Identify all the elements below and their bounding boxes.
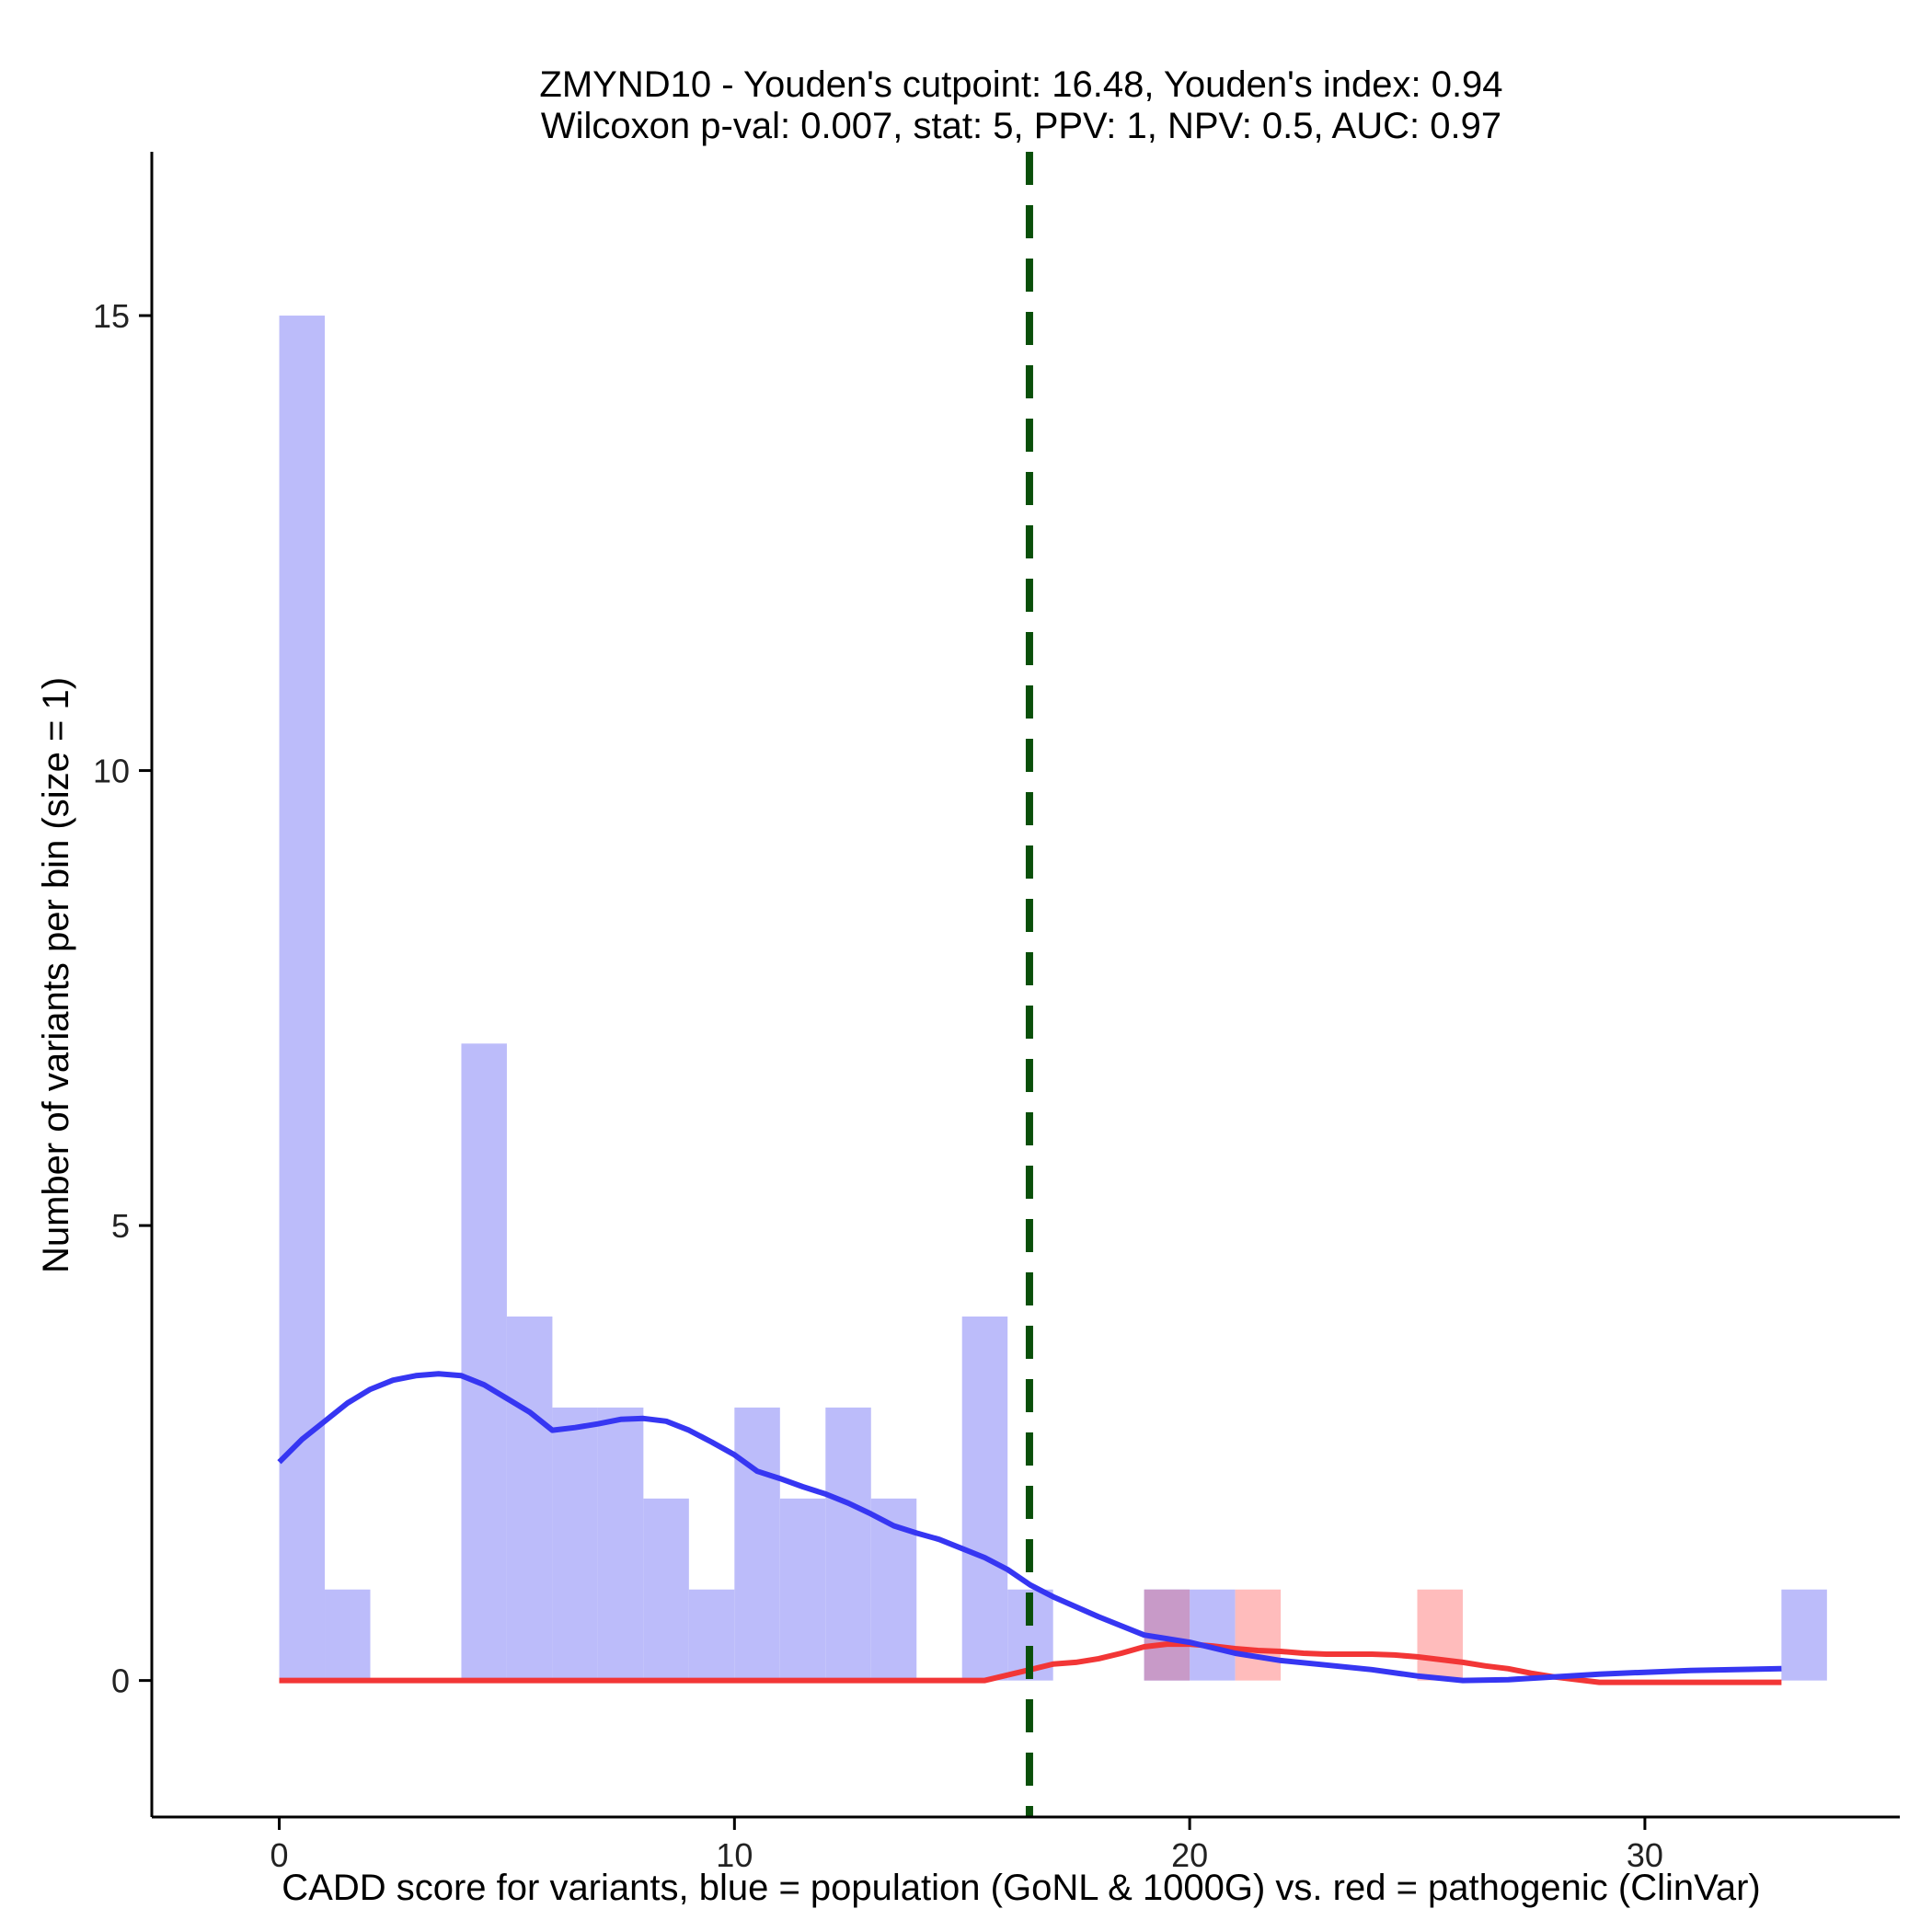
population-bar-9 [779,1498,826,1681]
pathogenic-bar-1 [1235,1589,1282,1681]
y-axis-label: Number of variants per bin (size = 1) [36,677,76,1273]
population-bars [279,316,1827,1681]
population-bar-4 [552,1407,598,1681]
population-bar-6 [643,1498,689,1681]
population-density-curve [277,1371,1782,1684]
x-tick-label-30: 30 [1627,1836,1663,1874]
pathogenic-bars [1235,1589,1463,1681]
y-tick-label-5: 5 [111,1207,130,1245]
population-bar-12 [961,1317,1008,1681]
population-bar-2 [461,1043,507,1681]
y-axis-ticks: 0 5 10 15 [93,297,152,1700]
population-bar-10 [825,1407,871,1681]
population-bar-7 [688,1589,735,1681]
y-tick-label-10: 10 [93,753,130,790]
x-axis-ticks: 0 10 20 30 [270,1817,1663,1874]
population-bar-15 [1190,1589,1236,1681]
y-tick-label-15: 15 [93,297,130,335]
population-bar-5 [597,1407,644,1681]
population-bar-3 [506,1317,553,1681]
x-tick-label-20: 20 [1171,1836,1208,1874]
pathogenic-bar-2 [1417,1589,1463,1681]
density-curves [277,1371,1782,1685]
chart-title-line2: Wilcoxon p-val: 0.007, stat: 5, PPV: 1, … [541,106,1501,146]
population-bar-16 [1781,1589,1827,1681]
chart-title-line1: ZMYND10 - Youden's cutpoint: 16.48, Youd… [539,64,1502,105]
y-tick-label-0: 0 [111,1662,130,1700]
axes [150,152,1900,1819]
x-tick-label-10: 10 [716,1836,753,1874]
pathogenic-density-curve [279,1641,1782,1685]
population-bar-0 [279,316,326,1681]
x-axis-label: CADD score for variants, blue = populati… [282,1868,1760,1908]
population-bar-1 [325,1589,371,1681]
x-tick-label-0: 0 [270,1836,289,1874]
population-bar-8 [734,1407,780,1681]
